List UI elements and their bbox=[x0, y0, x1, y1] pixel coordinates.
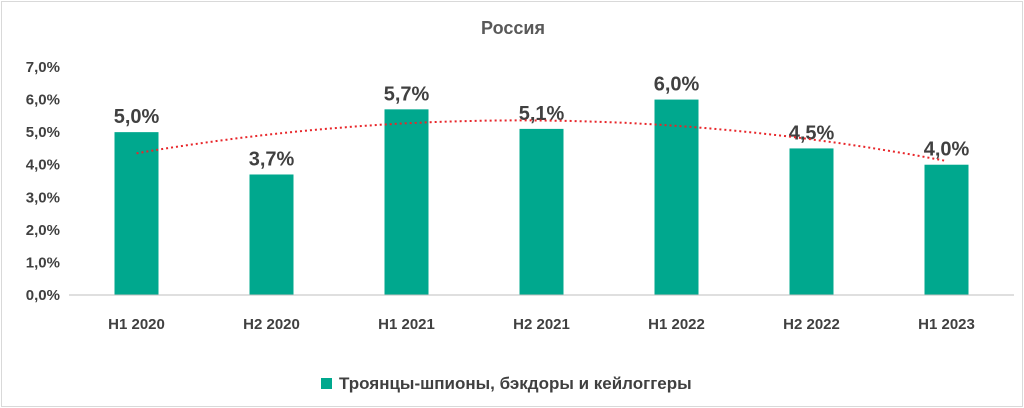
data-label: 4,0% bbox=[924, 139, 970, 161]
bar bbox=[519, 128, 564, 295]
legend[interactable]: Троянцы-шпионы, бэкдоры и кейлоггеры bbox=[321, 374, 692, 393]
y-tick-label: 3,0% bbox=[26, 189, 60, 206]
y-tick-label: 7,0% bbox=[26, 59, 60, 76]
x-tick-label: H2 2020 bbox=[243, 316, 300, 333]
trendline bbox=[136, 119, 947, 162]
y-tick-label: 0,0% bbox=[26, 287, 60, 304]
bar bbox=[654, 99, 699, 295]
x-tick-label: H2 2021 bbox=[513, 316, 570, 333]
x-axis: H1 2020 H2 2020 H1 2021 H2 2021 H1 2022 H2 20… bbox=[108, 316, 975, 333]
y-axis: 0,0% 1,0% 2,0% 3,0% 4,0% 5,0% 6,0% 7,0% bbox=[26, 59, 60, 304]
data-label: 5,0% bbox=[114, 106, 160, 128]
bar bbox=[249, 174, 294, 295]
data-label: 5,7% bbox=[384, 83, 430, 105]
data-label: 4,5% bbox=[789, 122, 835, 144]
bar bbox=[114, 132, 159, 295]
data-label: 3,7% bbox=[249, 148, 295, 170]
y-tick-label: 2,0% bbox=[26, 222, 60, 239]
y-tick-label: 1,0% bbox=[26, 254, 60, 271]
data-label: 5,1% bbox=[519, 103, 565, 125]
bar bbox=[924, 164, 969, 295]
data-label: 6,0% bbox=[654, 74, 700, 96]
x-tick-label: H1 2020 bbox=[108, 316, 165, 333]
legend-swatch bbox=[321, 378, 332, 389]
chart-title: Россия bbox=[481, 18, 545, 38]
y-tick-label: 4,0% bbox=[26, 157, 60, 174]
bar bbox=[384, 109, 429, 295]
x-tick-label: H1 2022 bbox=[648, 316, 705, 333]
legend-label: Троянцы-шпионы, бэкдоры и кейлоггеры bbox=[339, 374, 692, 393]
x-tick-label: H2 2022 bbox=[783, 316, 840, 333]
x-tick-label: H1 2023 bbox=[918, 316, 975, 333]
bars bbox=[114, 99, 969, 295]
y-tick-label: 5,0% bbox=[26, 124, 60, 141]
bar bbox=[789, 148, 834, 295]
x-tick-label: H1 2021 bbox=[378, 316, 435, 333]
data-labels: 5,0% 3,7% 5,7% 5,1% 6,0% 4,5% 4,0% bbox=[114, 74, 970, 171]
y-tick-label: 6,0% bbox=[26, 92, 60, 109]
